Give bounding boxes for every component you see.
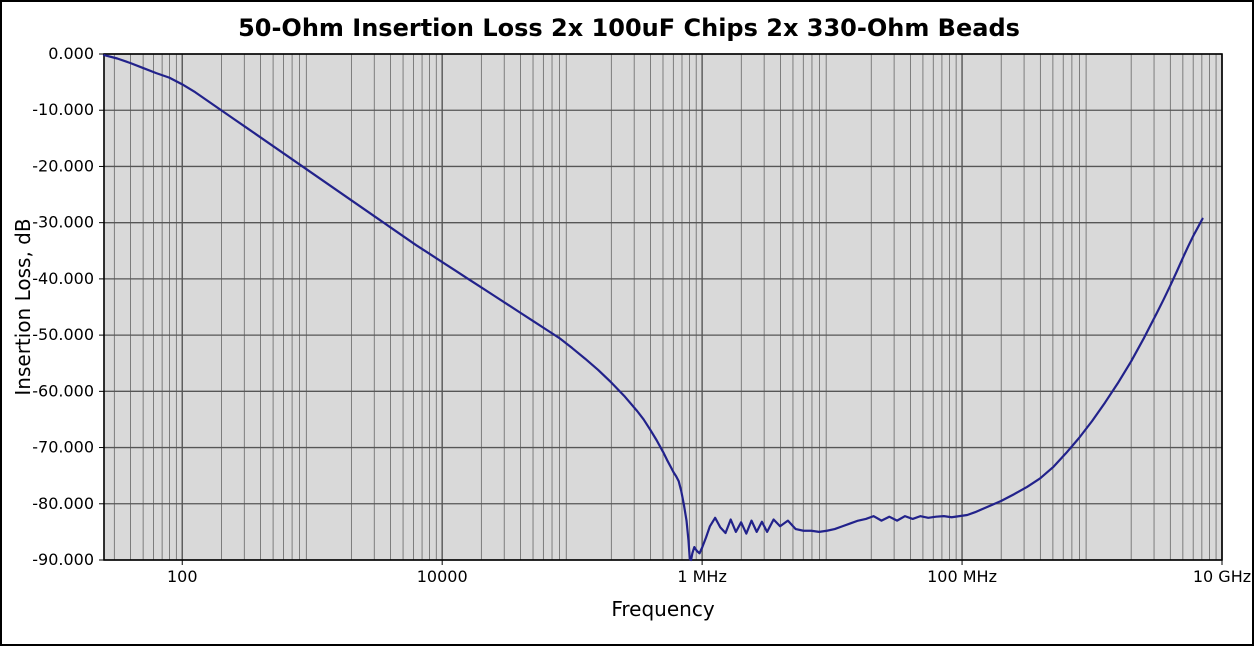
y-axis-label: Insertion Loss, dB <box>11 218 35 395</box>
y-tick-label: -20.000 <box>32 156 94 175</box>
x-axis-label: Frequency <box>611 597 714 621</box>
y-tick-label: -30.000 <box>32 213 94 232</box>
y-tick-label: -80.000 <box>32 494 94 513</box>
y-tick-label: -60.000 <box>32 381 94 400</box>
x-tick-label: 100 <box>167 567 198 586</box>
chart-container: 0.000 -10.000 -20.000 -30.000 -40.000 -50.000… <box>0 0 1254 646</box>
y-tick-label: -70.000 <box>32 438 94 457</box>
y-tick-label: -90.000 <box>32 550 94 569</box>
y-tick-label: 0.000 <box>48 44 94 63</box>
y-tick-label: -40.000 <box>32 269 94 288</box>
y-tick-label: -10.000 <box>32 100 94 119</box>
x-tick-label: 10 GHz <box>1193 567 1251 586</box>
x-tick-label: 100 MHz <box>927 567 997 586</box>
chart-title: 50-Ohm Insertion Loss 2x 100uF Chips 2x … <box>238 14 1020 42</box>
y-tick-label: -50.000 <box>32 325 94 344</box>
insertion-loss-chart: 0.000 -10.000 -20.000 -30.000 -40.000 -50.000… <box>2 2 1254 648</box>
x-tick-label: 1 MHz <box>677 567 727 586</box>
x-tick-label: 10000 <box>417 567 468 586</box>
